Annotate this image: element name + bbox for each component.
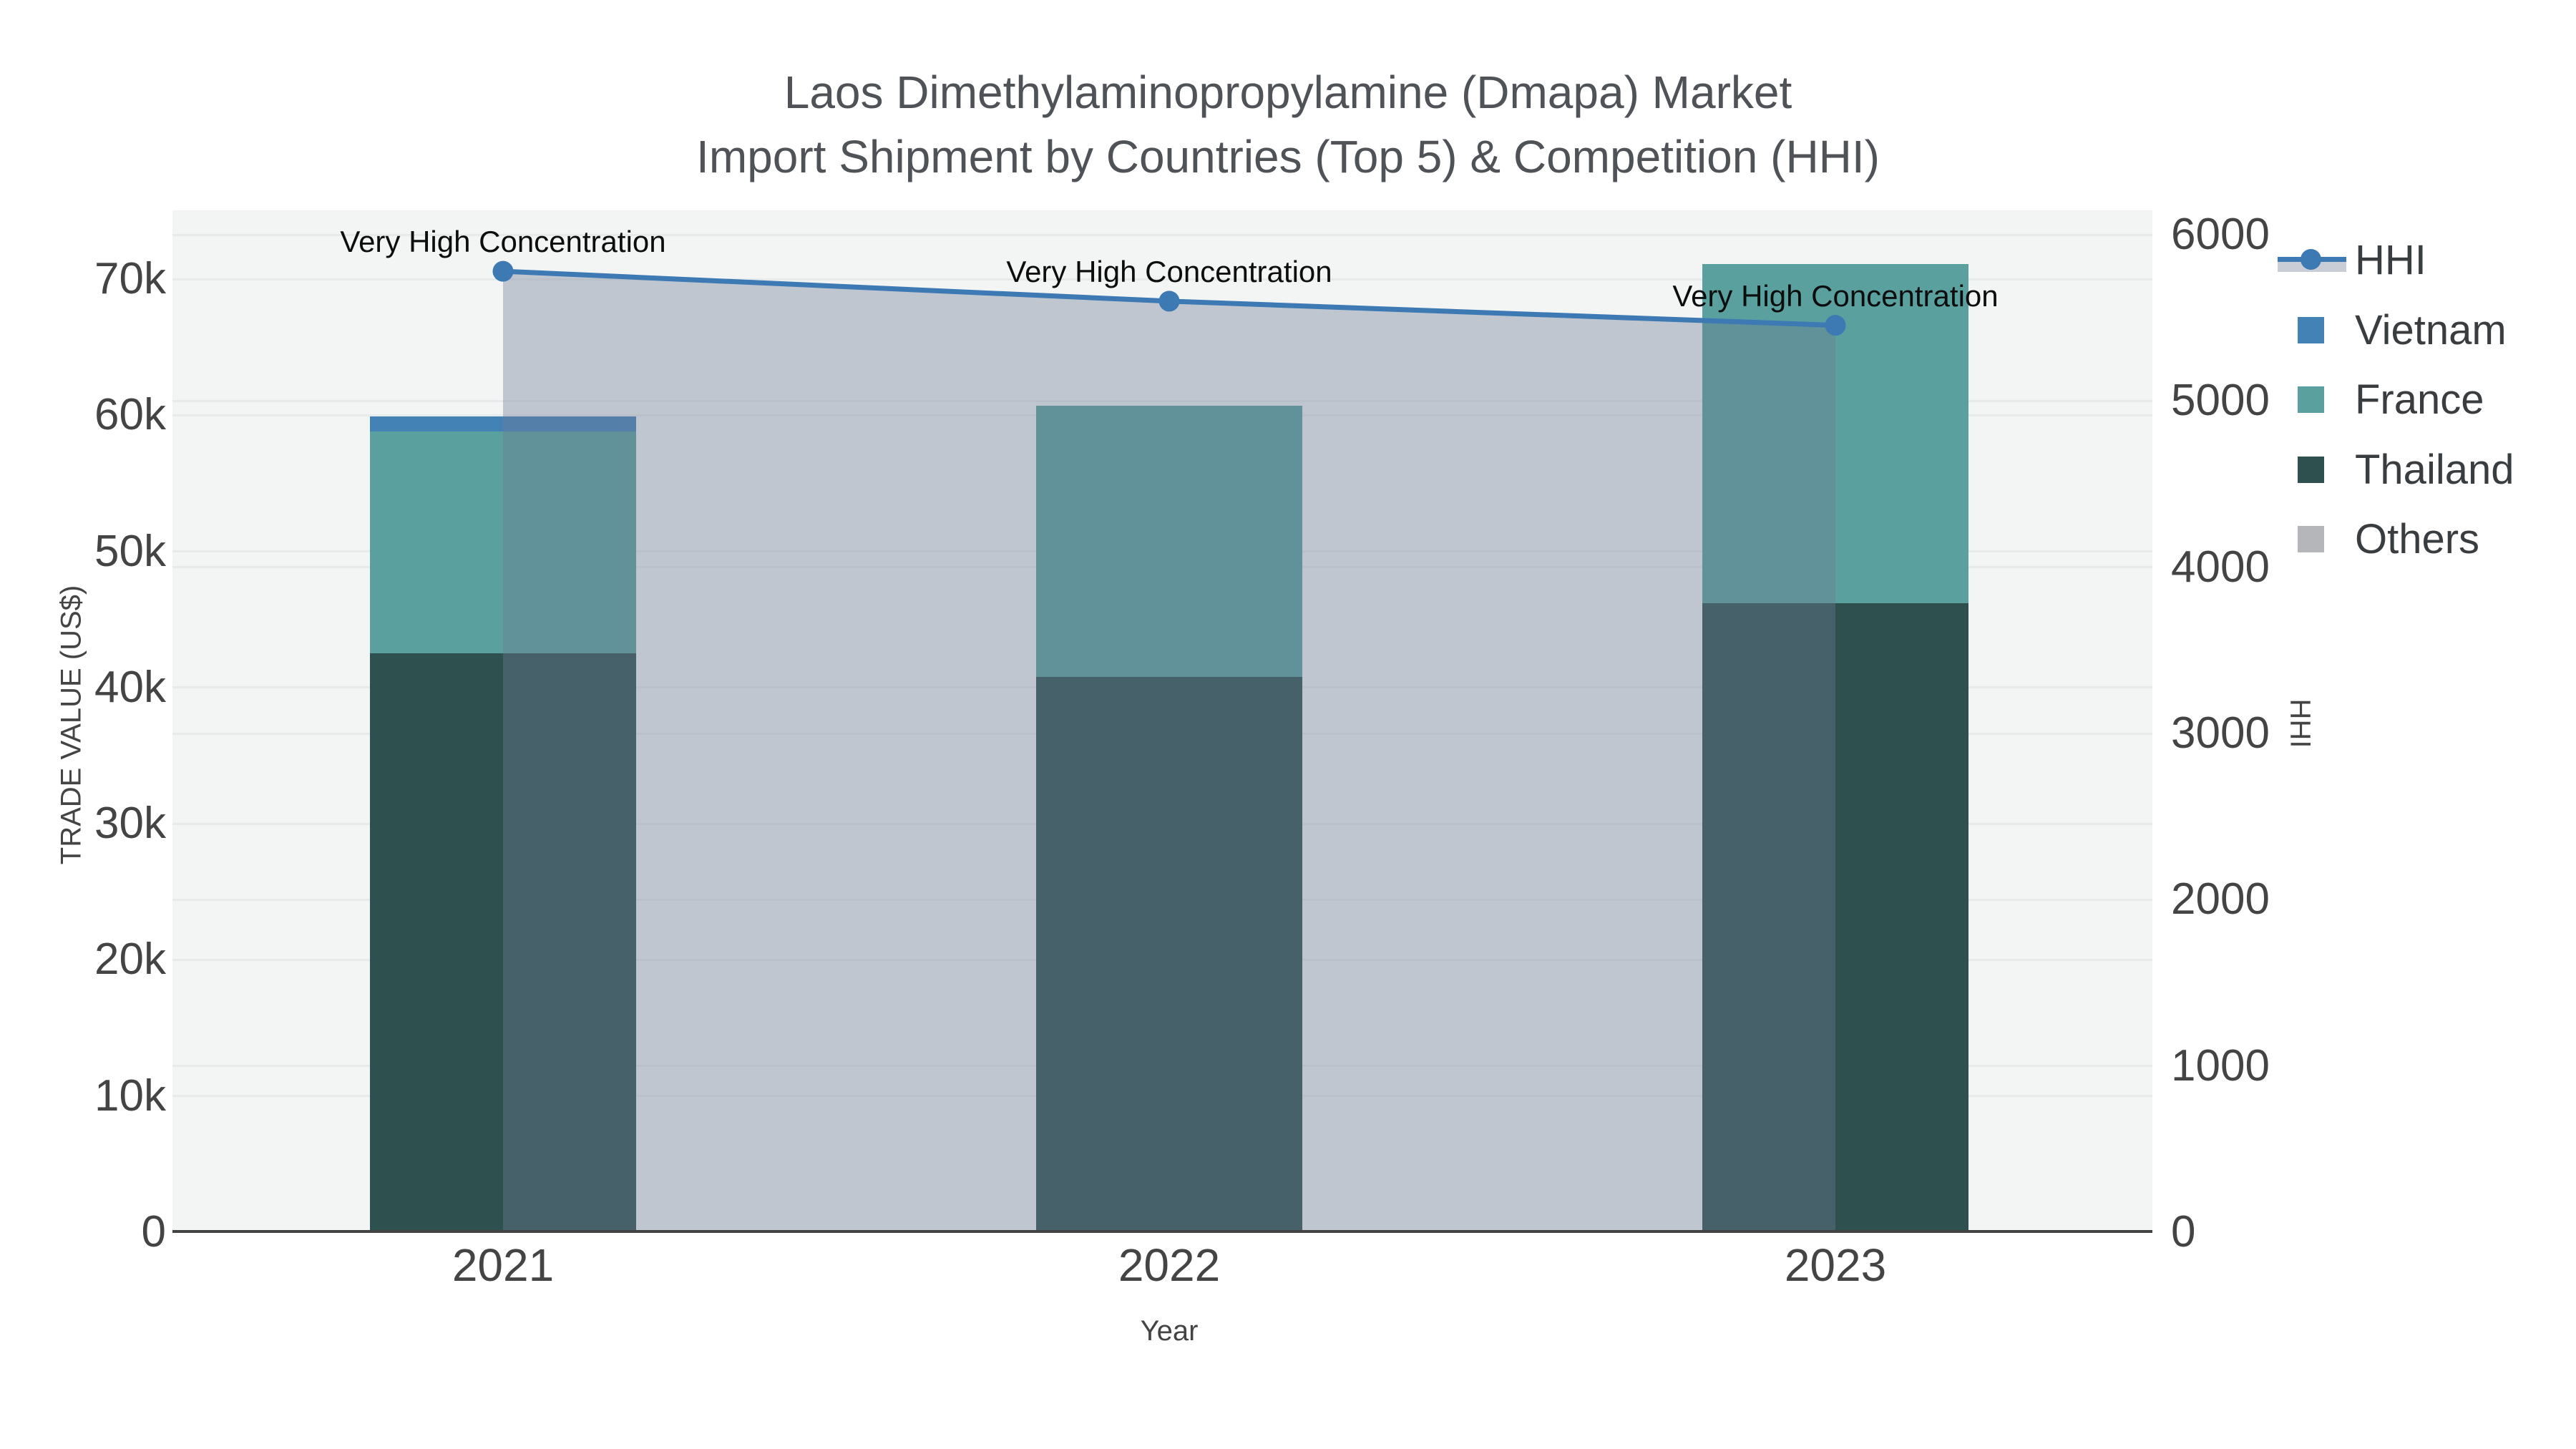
- y-left-tick-label: 10k: [94, 1070, 166, 1121]
- legend-swatch-thailand: [2298, 456, 2324, 483]
- gridline-left-axis: [172, 278, 2152, 280]
- annotation-2023: Very High Concentration: [1672, 278, 1999, 313]
- gridline-right-axis: [172, 233, 2152, 236]
- y-right-tick-label: 4000: [2171, 542, 2270, 592]
- y-right-tick-label: 2000: [2171, 874, 2270, 924]
- legend-label-vietnam: Vietnam: [2355, 306, 2507, 353]
- bar-segment-france-2021: [370, 431, 636, 654]
- hhi-line-layer: [492, 260, 1846, 1232]
- hhi-area-fill: [503, 271, 1835, 1232]
- y-left-tick-label: 60k: [94, 390, 166, 440]
- hhi-marker: [492, 260, 514, 282]
- hhi-marker: [1825, 315, 1846, 336]
- x-tick-label-2023: 2023: [1784, 1239, 1887, 1291]
- y-left-tick-label: 40k: [94, 662, 166, 712]
- gridline-right-axis: [172, 399, 2152, 402]
- legend-hhi-marker-swatch: [2301, 249, 2321, 270]
- annotation-2021: Very High Concentration: [340, 225, 666, 259]
- y-left-tick-label: 50k: [94, 526, 166, 576]
- y-right-tick-label: 1000: [2171, 1040, 2270, 1091]
- y-right-tick-label: 6000: [2171, 210, 2270, 259]
- legend-label-thailand: Thailand: [2355, 446, 2514, 493]
- x-axis-line: [172, 1230, 2152, 1233]
- hhi-marker: [1158, 291, 1180, 312]
- legend-swatch-france: [2298, 386, 2324, 413]
- legend-label-france: France: [2355, 376, 2484, 423]
- bar-segment-thailand-2022: [1036, 676, 1302, 1232]
- bar-segment-thailand-2023: [1702, 602, 1968, 1232]
- x-axis-title: Year: [1140, 1315, 1199, 1347]
- y-left-tick-label: 70k: [94, 254, 166, 303]
- chart-title-line1: Laos Dimethylaminopropylamine (Dmapa) Ma…: [784, 67, 1792, 118]
- legend-swatch-others: [2298, 526, 2324, 552]
- bar-segment-france-2022: [1036, 405, 1302, 677]
- y-right-tick-label: 3000: [2171, 708, 2270, 758]
- legend-swatch-vietnam: [2298, 316, 2324, 343]
- annotation-2022: Very High Concentration: [1006, 254, 1332, 288]
- legend-label-others: Others: [2355, 516, 2480, 562]
- y-right-tick-label: 5000: [2171, 376, 2270, 426]
- y-right-tick-label: 0: [2171, 1207, 2196, 1257]
- bar-segment-vietnam-2021: [370, 416, 636, 432]
- x-tick-label-2021: 2021: [452, 1239, 555, 1291]
- bar-segment-thailand-2021: [370, 653, 636, 1232]
- y-left-tick-label: 30k: [94, 799, 166, 849]
- x-tick-label-2022: 2022: [1118, 1239, 1221, 1291]
- chart-title-line2: Import Shipment by Countries (Top 5) & C…: [696, 131, 1880, 182]
- y-left-tick-label: 20k: [94, 935, 166, 985]
- chart-title: Laos Dimethylaminopropylamine (Dmapa) Ma…: [0, 60, 2576, 189]
- y-left-tick-label: 0: [141, 1207, 166, 1257]
- legend-label-hhi: HHI: [2355, 237, 2426, 283]
